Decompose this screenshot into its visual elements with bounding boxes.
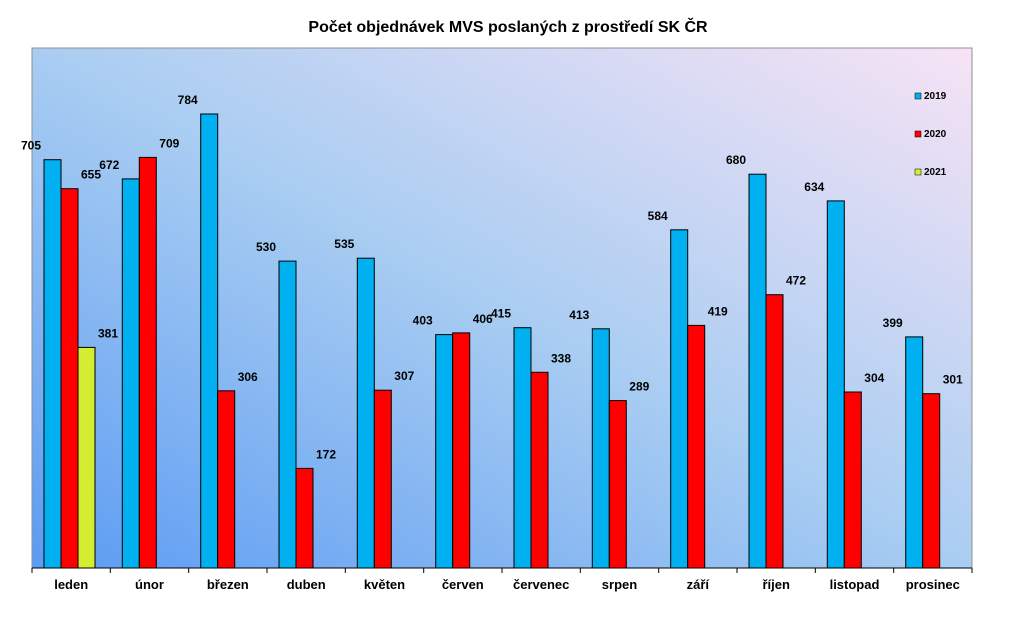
plot-area — [31, 47, 973, 569]
bar-2020-5 — [452, 332, 471, 569]
data-label-2020-0: 655 — [81, 168, 101, 182]
bar-2019-4 — [356, 257, 375, 569]
bar-2019-5 — [435, 334, 454, 569]
bar-2020-4 — [373, 389, 392, 569]
category-label: leden — [54, 577, 88, 592]
bar-2020-10 — [843, 391, 862, 569]
bar-2019-6 — [513, 327, 532, 569]
data-label-2020-3: 172 — [316, 447, 336, 461]
data-label-2019-0: 705 — [21, 139, 41, 153]
data-label-2019-2: 784 — [178, 93, 198, 107]
bar-2019-2 — [200, 113, 219, 569]
bar-2020-6 — [530, 371, 549, 569]
bar-2020-8 — [687, 324, 706, 569]
category-label: listopad — [830, 577, 880, 592]
category-label: srpen — [602, 577, 637, 592]
bar-2019-0 — [43, 159, 62, 569]
bar-2019-8 — [670, 229, 689, 569]
bar-2020-9 — [765, 294, 784, 569]
bar-2020-1 — [138, 156, 157, 569]
data-label-2019-11: 399 — [883, 316, 903, 330]
legend-swatch-2020 — [914, 130, 922, 138]
bar-2019-11 — [905, 336, 924, 569]
category-label: duben — [287, 577, 326, 592]
data-label-2020-8: 419 — [708, 304, 728, 318]
bar-2019-10 — [826, 200, 845, 569]
data-label-2019-4: 535 — [334, 237, 354, 251]
bar-2020-11 — [922, 393, 941, 569]
data-label-2019-6: 415 — [491, 307, 511, 321]
data-label-2019-7: 413 — [569, 308, 589, 322]
data-label-2020-7: 289 — [629, 380, 649, 394]
bar-2020-0 — [60, 188, 79, 569]
data-label-2019-9: 680 — [726, 153, 746, 167]
data-label-2020-4: 307 — [394, 369, 414, 383]
data-label-2019-5: 403 — [413, 314, 433, 328]
chart-title: Počet objednávek MVS poslaných z prostře… — [308, 17, 708, 36]
category-label: září — [687, 577, 710, 592]
data-label-2020-9: 472 — [786, 274, 806, 288]
legend-label-2019: 2019 — [924, 91, 947, 102]
category-label: červen — [442, 577, 484, 592]
bar-2021-0 — [77, 346, 96, 569]
bar-2019-7 — [591, 328, 610, 569]
data-label-2019-8: 584 — [648, 209, 668, 223]
data-label-2020-1: 709 — [159, 136, 179, 150]
bar-2020-3 — [295, 467, 314, 569]
bar-2020-2 — [217, 390, 236, 569]
category-label: prosinec — [906, 577, 960, 592]
data-label-2019-1: 672 — [99, 158, 119, 172]
legend-swatch-2021 — [914, 168, 922, 176]
bar-2019-1 — [121, 178, 140, 569]
legend-label-2020: 2020 — [924, 129, 947, 140]
data-label-2020-5: 406 — [473, 312, 493, 326]
data-label-2021-0: 381 — [98, 326, 118, 340]
bar-2020-7 — [608, 400, 627, 569]
bar-2019-3 — [278, 260, 297, 569]
data-label-2019-10: 634 — [804, 180, 824, 194]
category-label: červenec — [513, 577, 569, 592]
data-label-2020-2: 306 — [238, 370, 258, 384]
data-label-2019-3: 530 — [256, 240, 276, 254]
data-label-2020-11: 301 — [943, 373, 963, 387]
legend-swatch-2019 — [914, 92, 922, 100]
data-label-2020-10: 304 — [864, 371, 884, 385]
category-label: únor — [135, 577, 164, 592]
legend-label-2021: 2021 — [924, 167, 947, 178]
category-label: říjen — [762, 577, 790, 592]
category-label: květen — [364, 577, 405, 592]
data-label-2020-6: 338 — [551, 351, 571, 365]
category-label: březen — [207, 577, 249, 592]
bar-2019-9 — [748, 173, 767, 569]
